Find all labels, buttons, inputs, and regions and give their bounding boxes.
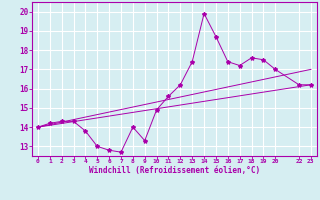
X-axis label: Windchill (Refroidissement éolien,°C): Windchill (Refroidissement éolien,°C) bbox=[89, 166, 260, 175]
